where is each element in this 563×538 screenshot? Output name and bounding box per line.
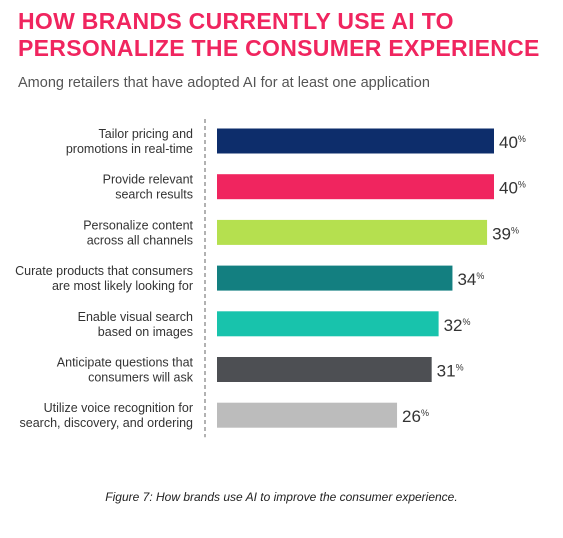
category-label-line: consumers will ask [88,371,194,385]
value-suffix: % [463,317,471,327]
value-number: 34 [457,270,476,289]
category-label: Provide relevant search results [103,173,194,202]
bar [217,174,494,200]
value-number: 32 [444,316,463,335]
category-label: Anticipate questions that consumers will … [57,356,194,385]
category-label: Utilize voice recognition for search, dis… [20,401,194,430]
value-label: 40% [499,179,526,198]
value-label: 40% [499,133,526,152]
value-number: 31 [437,362,456,381]
value-number: 40 [499,133,518,152]
value-suffix: % [421,408,429,418]
figure-caption: Figure 7: How brands use AI to improve t… [105,490,458,504]
value-label: 26% [402,407,429,426]
category-label-line: Enable visual search [78,310,193,324]
bar [217,219,488,245]
value-label: 34% [457,270,484,289]
bar-chart: Tailor pricing and promotions in real-tim… [15,119,526,438]
category-label-line: across all channels [87,233,193,247]
value-suffix: % [456,363,464,373]
category-label-line: search, discovery, and ordering [20,416,194,430]
bar [217,265,453,291]
category-label-line: Anticipate questions that [57,356,194,370]
category-label: Enable visual search based on images [78,310,193,339]
category-label-line: based on images [98,325,193,339]
category-label: Curate products that consumers are most l… [15,264,193,293]
value-label: 32% [444,316,471,335]
value-number: 39 [492,224,511,243]
value-label: 31% [437,362,464,381]
category-label-line: Tailor pricing and [99,127,194,141]
value-number: 26 [402,407,421,426]
bar [217,128,494,154]
category-label: Personalize content across all channels [83,218,193,247]
bar [217,311,439,337]
value-label: 39% [492,224,519,243]
category-label-line: Utilize voice recognition for [44,401,193,415]
category-label: Tailor pricing and promotions in real-tim… [66,127,193,156]
bar [217,402,398,428]
value-suffix: % [476,271,484,281]
category-label-line: search results [115,188,193,202]
value-suffix: % [518,134,526,144]
value-suffix: % [518,180,526,190]
value-suffix: % [511,225,519,235]
category-label-line: Curate products that consumers [15,264,193,278]
chart-subtitle: Among retailers that have adopted AI for… [18,75,430,91]
category-label-line: Provide relevant [103,173,194,187]
chart-title: HOW BRANDS CURRENTLY USE AI TO PERSONALI… [18,8,540,61]
value-number: 40 [499,179,518,198]
bar [217,357,432,382]
category-label-line: are most likely looking for [52,279,193,293]
category-label-line: Personalize content [83,218,193,232]
category-label-line: promotions in real-time [66,142,193,156]
